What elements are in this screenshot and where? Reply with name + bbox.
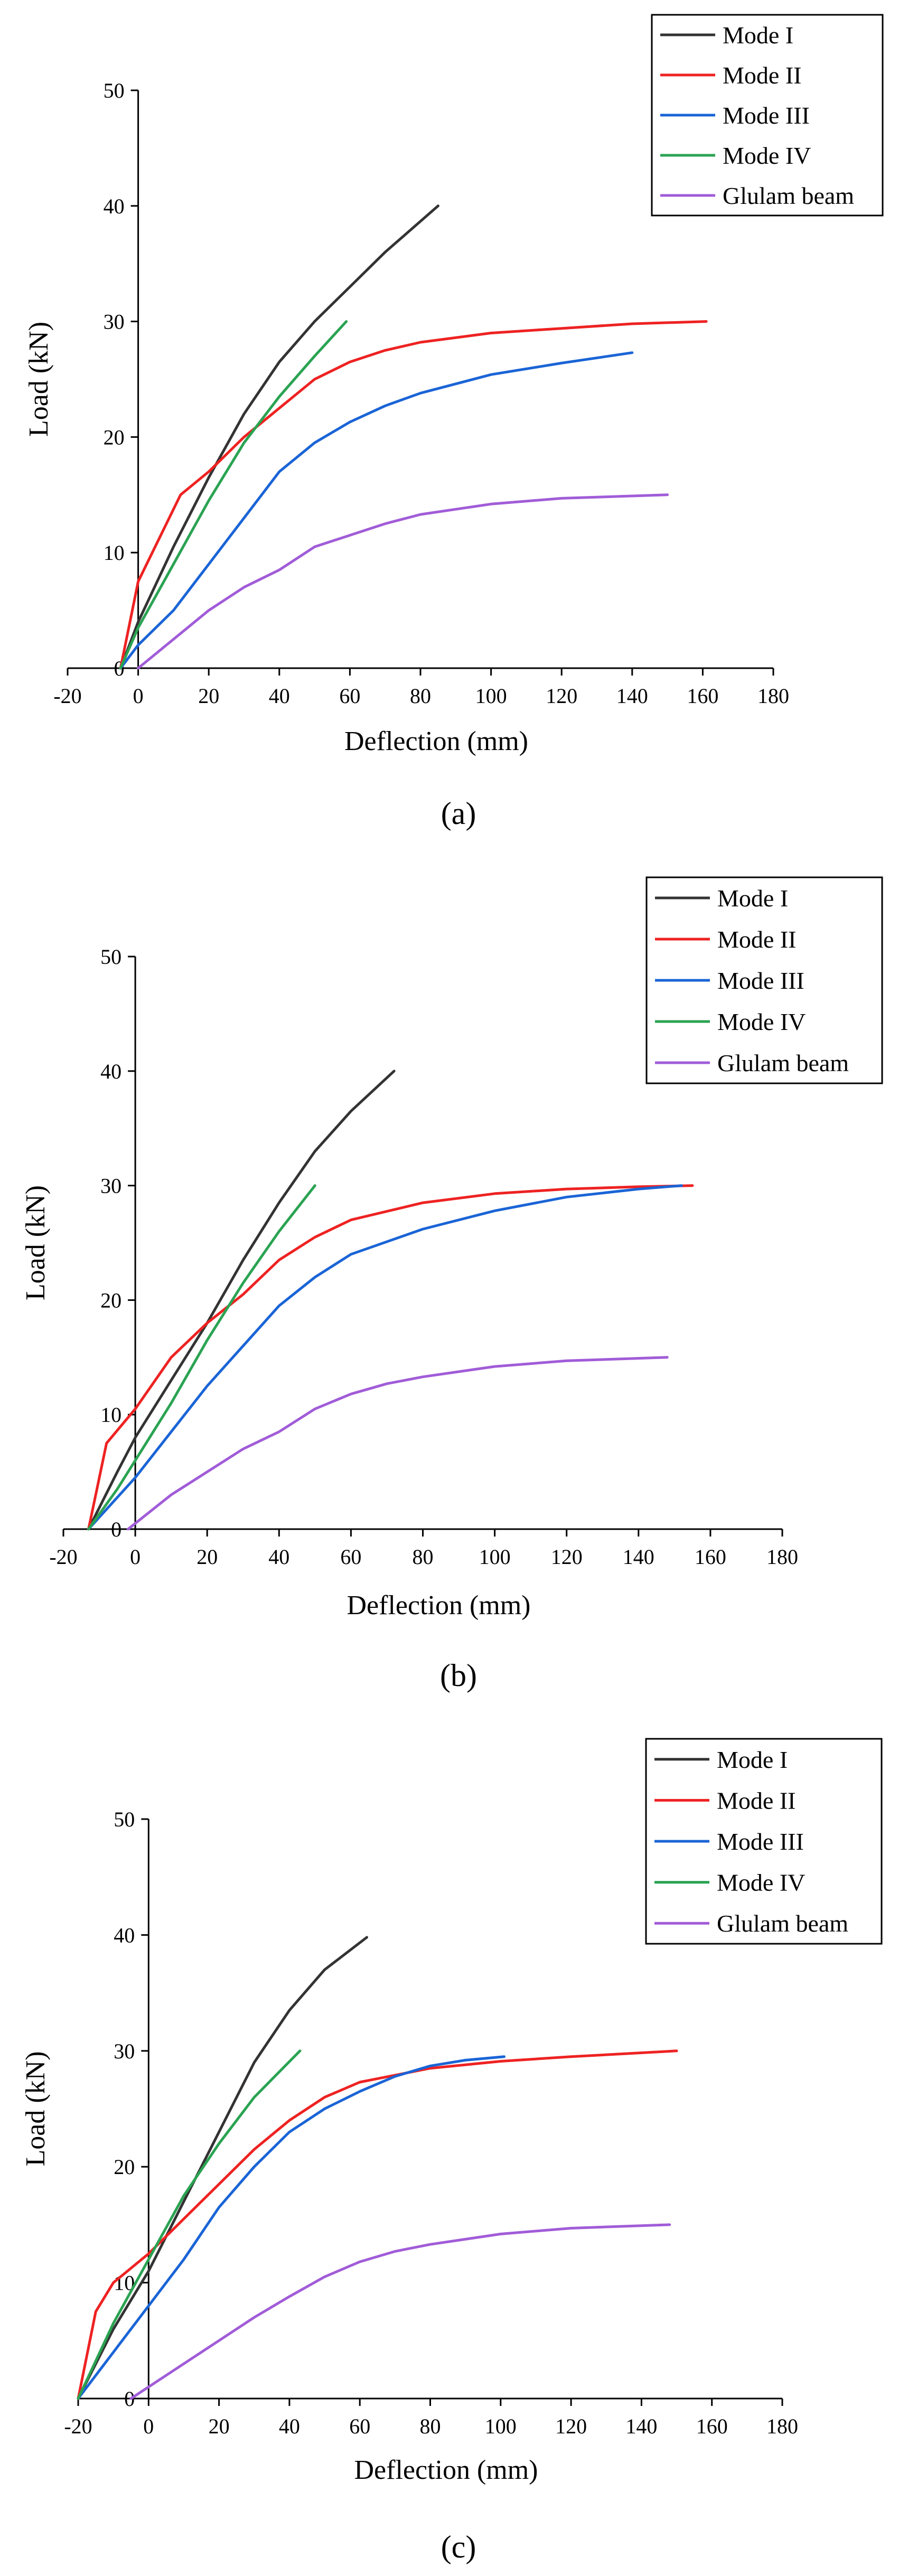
x-tick-label: 60 — [339, 684, 360, 708]
x-tick-label: -20 — [53, 684, 81, 708]
x-tick-label: 100 — [475, 684, 507, 708]
legend-label-mode-iv: Mode IV — [717, 1869, 805, 1896]
x-tick-label: 100 — [485, 2414, 517, 2438]
x-tick-label: 140 — [625, 2414, 657, 2438]
y-tick-label: 50 — [100, 945, 121, 969]
series-line-glulam-beam — [129, 2223, 671, 2400]
x-tick-label: 140 — [616, 684, 648, 708]
y-tick-label: 50 — [114, 1807, 135, 1831]
panel-caption: (a) — [441, 796, 476, 831]
series-line-mode-i — [119, 204, 439, 670]
y-axis-title: Load (kN) — [21, 1185, 51, 1300]
y-tick-label: 10 — [104, 541, 125, 565]
series-line-mode-ii — [119, 320, 708, 670]
series-line-mode-i — [77, 1936, 368, 2400]
panel-caption: (c) — [441, 2530, 476, 2564]
legend-label-mode-ii: Mode II — [723, 62, 801, 89]
y-tick-label: 40 — [100, 1060, 121, 1083]
legend-label-glulam-beam: Glulam beam — [717, 1910, 848, 1937]
legend-label-mode-iii: Mode III — [717, 967, 804, 994]
chart-panel-c: -20 0 20 40 60 80 100 120 140 160 18001020304050De… — [21, 1738, 883, 2564]
legend-label-mode-iv: Mode IV — [717, 1008, 806, 1035]
legend-label-mode-i: Mode I — [717, 885, 788, 912]
series-line-glulam-beam — [127, 1356, 669, 1531]
x-tick-label: 80 — [410, 684, 431, 708]
y-tick-label: 40 — [104, 194, 125, 218]
y-axis-title: Load (kN) — [21, 2051, 51, 2166]
x-axis-title: Deflection (mm) — [354, 2455, 538, 2485]
x-tick-label: 20 — [196, 1545, 218, 1569]
x-tick-label: 0 — [143, 2414, 154, 2438]
y-tick-label: 30 — [114, 2039, 135, 2063]
legend: Mode I Mode II Mode III Mode IV Glulam beam — [651, 14, 884, 217]
x-tick-label: 120 — [546, 684, 577, 708]
x-tick-label: 160 — [695, 1545, 726, 1569]
x-tick-label: 160 — [687, 684, 718, 708]
y-tick-label: 0 — [124, 2387, 135, 2411]
x-tick-label: 40 — [268, 1545, 289, 1569]
y-tick-label: 30 — [104, 310, 125, 334]
series-line-mode-iv — [119, 320, 348, 670]
legend-label-mode-ii: Mode II — [717, 1787, 795, 1814]
x-tick-label: -20 — [64, 2414, 92, 2438]
series-line-mode-iv — [77, 2049, 302, 2400]
x-tick-label: 120 — [555, 2414, 587, 2438]
x-tick-label: 20 — [198, 684, 219, 708]
y-tick-label: 0 — [111, 1518, 121, 1541]
x-tick-label: 160 — [696, 2414, 728, 2438]
x-tick-label: 180 — [766, 2414, 798, 2438]
series-line-glulam-beam — [137, 493, 669, 670]
y-tick-label: 20 — [100, 1288, 121, 1312]
x-tick-label: 40 — [269, 684, 290, 708]
y-tick-label: 20 — [104, 425, 125, 449]
x-tick-label: 0 — [130, 1545, 141, 1569]
x-tick-label: 40 — [279, 2414, 300, 2438]
x-tick-label: -20 — [49, 1545, 77, 1569]
series-line-mode-ii — [77, 2049, 678, 2400]
chart-panel-b: -20 0 20 40 60 80 100 120 140 160 180 0 10 20 30 40 50 De… — [21, 876, 883, 1693]
legend-label-mode-iv: Mode IV — [723, 142, 811, 169]
legend-label-glulam-beam: Glulam beam — [723, 182, 854, 209]
x-tick-label: 60 — [349, 2414, 370, 2438]
x-tick-label: 80 — [413, 1545, 434, 1569]
x-tick-label: 60 — [340, 1545, 361, 1569]
x-tick-label: 0 — [133, 684, 144, 708]
series-line-mode-ii — [87, 1184, 694, 1531]
x-tick-label: 80 — [420, 2414, 441, 2438]
x-tick-label: 100 — [479, 1545, 511, 1569]
x-tick-label: 120 — [551, 1545, 583, 1569]
series-line-mode-iv — [87, 1184, 316, 1531]
legend-label-mode-ii: Mode II — [717, 926, 796, 953]
x-tick-label: 180 — [757, 684, 789, 708]
y-tick-label: 10 — [100, 1403, 121, 1427]
y-tick-label: 50 — [104, 79, 125, 102]
legend: Mode I Mode II Mode III Mode IV Glulam beam — [645, 876, 883, 1084]
legend: Mode I Mode II Mode III Mode IV Glulam beam — [645, 1738, 883, 1945]
x-tick-label: 20 — [209, 2414, 230, 2438]
chart-panel-a: -20 0 20 40 60 80 100 120 140 160 18001020304050De… — [24, 14, 884, 831]
x-axis-title: Deflection (mm) — [347, 1590, 531, 1620]
series-line-mode-iii — [87, 1184, 683, 1531]
legend-label-mode-i: Mode I — [717, 1746, 788, 1773]
legend-label-mode-iii: Mode III — [717, 1828, 804, 1855]
panel-caption: (b) — [440, 1658, 477, 1693]
series-line-mode-i — [87, 1070, 396, 1531]
series-line-mode-iii — [77, 2055, 506, 2400]
y-tick-label: 20 — [114, 2155, 135, 2179]
y-tick-label: 40 — [114, 1923, 135, 1947]
y-axis-title: Load (kN) — [24, 322, 54, 437]
legend-label-mode-iii: Mode III — [723, 102, 810, 129]
legend-label-mode-i: Mode I — [723, 22, 793, 49]
x-axis-title: Deflection (mm) — [344, 726, 528, 756]
series-line-mode-iii — [119, 351, 634, 670]
x-tick-label: 140 — [623, 1545, 654, 1569]
y-tick-label: 30 — [100, 1174, 121, 1198]
x-tick-label: 180 — [766, 1545, 798, 1569]
legend-label-glulam-beam: Glulam beam — [717, 1050, 849, 1076]
